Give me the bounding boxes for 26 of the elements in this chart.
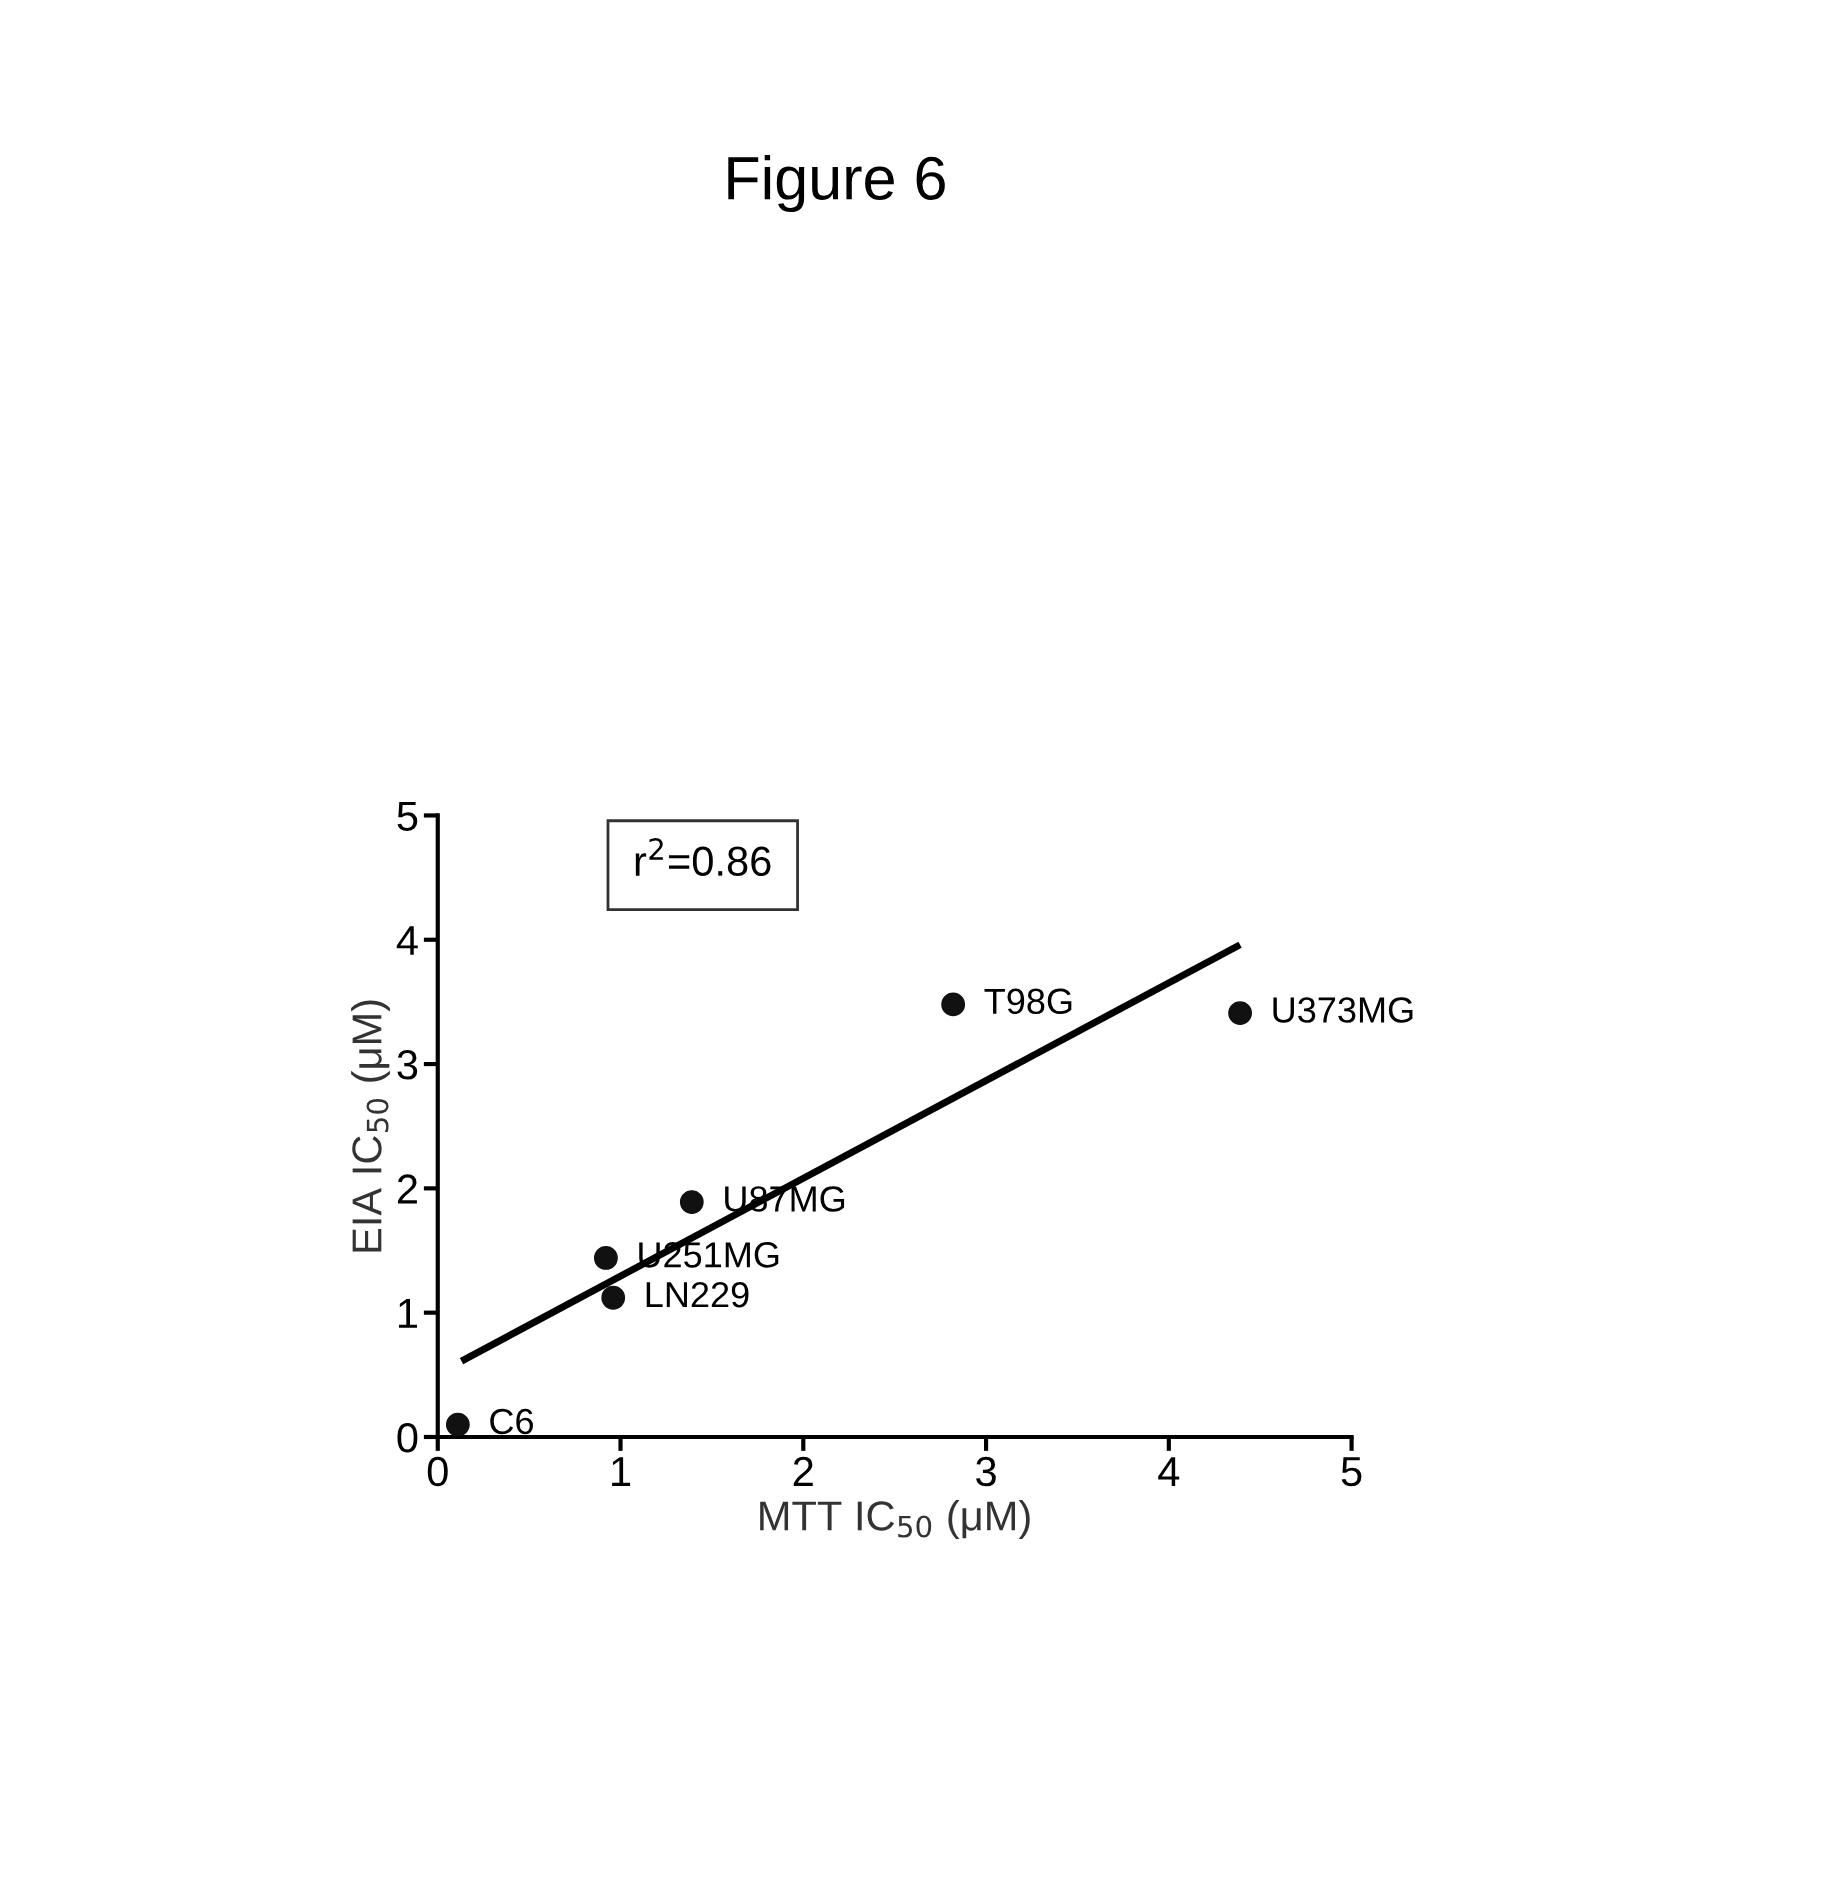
point [1228,1001,1252,1025]
x-tick-label: 5 [1341,1457,1362,1487]
x-tick-label: 4 [1158,1457,1180,1486]
annotation: LN229 [646,1281,749,1308]
y-tick-label: 5 [397,801,418,831]
chart-title: Figure 6 [728,155,945,213]
annotation: U373MG [1273,997,1413,1023]
x-axis-title: MTT IC$_{50}$ (μM) [760,1500,1030,1539]
point [679,1190,704,1214]
x-tick-label: 0 [427,1456,448,1487]
point [941,992,966,1017]
y-axis-title: EIA IC$_{50}$ (μM) [351,1000,390,1252]
y-tick-label: 3 [397,1050,418,1080]
x-tick-label: 2 [793,1456,813,1486]
y-tick-label: 0 [397,1422,418,1453]
point [594,1246,618,1270]
y-tick-label: 1 [399,1299,417,1328]
x-tick-label: 1 [612,1457,631,1486]
annotation: T98G [984,988,1072,1015]
x-tick-label: 3 [976,1456,996,1487]
y-tick-label: 4 [396,926,418,955]
y-tick-label: 2 [397,1174,417,1204]
point [445,1412,470,1437]
annotation: C6 [490,1408,533,1435]
point [601,1285,626,1310]
annotation: r$^{2}$=0.86 [635,838,771,877]
